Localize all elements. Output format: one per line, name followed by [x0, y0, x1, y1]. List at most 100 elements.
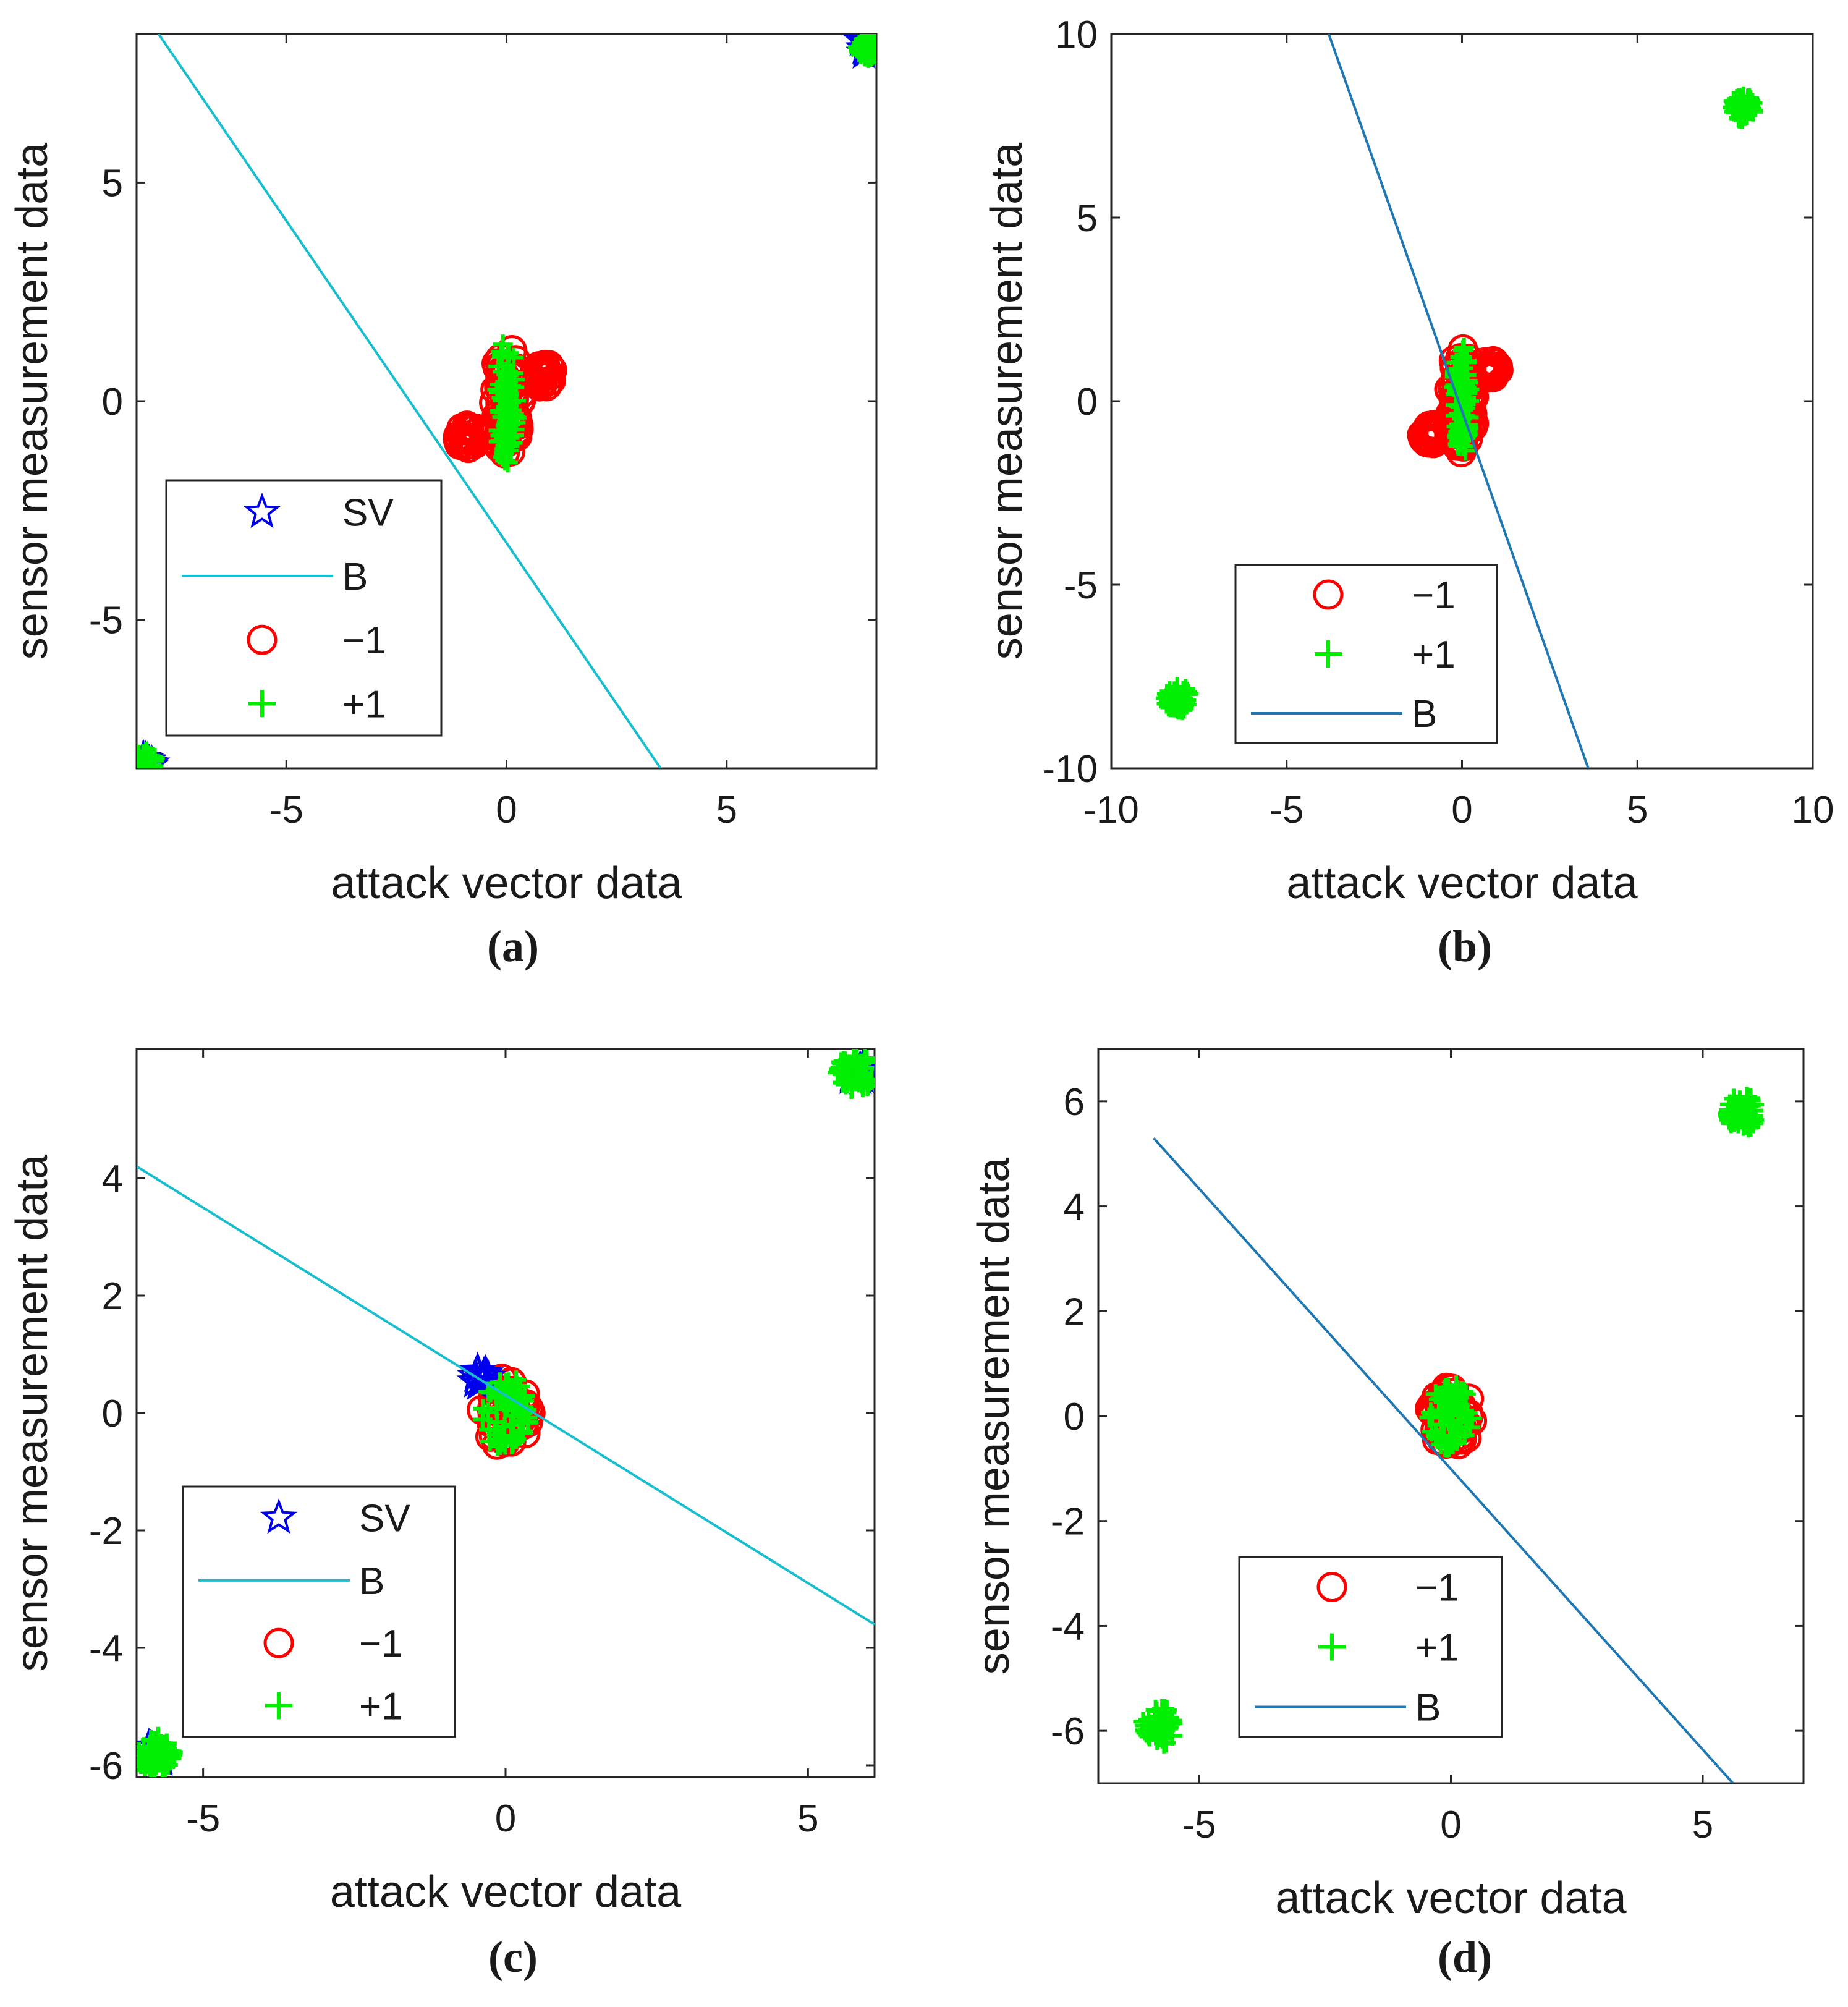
class-pos-point — [857, 34, 876, 51]
legend-label: +1 — [1415, 1627, 1459, 1670]
class-pos-point — [488, 356, 509, 376]
y-tick-label: 5 — [102, 162, 123, 205]
y-tick-label: 0 — [1077, 381, 1098, 423]
class-neg-point — [520, 355, 551, 386]
legend: −1 +1 B — [1238, 1556, 1503, 1738]
class-pos-point — [1422, 1422, 1442, 1442]
x-tick-label: 10 — [1792, 789, 1834, 831]
legend-box — [182, 1485, 456, 1738]
y-axis-label: sensor measurement data — [7, 1154, 57, 1671]
x-tick-label: -5 — [1269, 789, 1303, 831]
x-tick-label: -10 — [1083, 789, 1139, 831]
class-neg-point — [1471, 362, 1502, 393]
x-tick-label: 5 — [716, 789, 737, 831]
x-tick-label: 5 — [1627, 789, 1648, 831]
class-pos-point — [137, 754, 153, 768]
class-pos-point — [156, 1733, 177, 1754]
class-pos-point — [501, 392, 522, 412]
class-pos-point — [1456, 1384, 1476, 1404]
class-pos-point — [504, 370, 525, 390]
class-pos-point — [480, 1431, 500, 1451]
class-pos-point — [137, 1746, 150, 1766]
class-pos-point — [1435, 1437, 1456, 1458]
class-pos-point — [478, 1402, 498, 1423]
class-pos-point — [1452, 340, 1473, 360]
x-axis-label: attack vector data — [1286, 859, 1638, 908]
data-layer — [1156, 34, 1763, 768]
y-tick-label: 6 — [1064, 1081, 1085, 1124]
legend-label: −1 — [1412, 574, 1456, 617]
legend-circle-icon — [247, 624, 278, 655]
y-tick-label: -6 — [89, 1745, 123, 1788]
x-axis-label: attack vector data — [331, 859, 682, 908]
y-tick-label: 2 — [102, 1275, 123, 1318]
legend-label: SV — [342, 492, 394, 535]
legend-label: B — [1412, 693, 1437, 736]
class-pos-point — [504, 1429, 525, 1449]
x-tick-label: -5 — [1182, 1804, 1216, 1846]
y-tick-label: 0 — [1064, 1396, 1085, 1438]
decision-boundary-line — [1327, 34, 1590, 768]
class-pos-point — [1725, 99, 1745, 119]
class-pos-point — [498, 452, 518, 473]
panel-c: -5 0 5 -6 -4 -2 0 2 4 attack vector data sensor me… — [7, 1048, 876, 1982]
legend-label: B — [1415, 1687, 1441, 1729]
legend-plus-icon — [1315, 640, 1342, 668]
class-neg-point — [531, 371, 562, 402]
class-neg-point — [533, 350, 564, 381]
class-pos-point — [1726, 1107, 1747, 1127]
y-tick-label: 4 — [1064, 1186, 1085, 1229]
class-pos-point — [1737, 1087, 1757, 1107]
y-tick-label: 4 — [102, 1158, 123, 1200]
y-tick-label: -2 — [89, 1510, 123, 1553]
y-axis-label: sensor measurement data — [982, 142, 1032, 660]
legend-label: B — [342, 556, 368, 598]
class-neg-point — [1407, 420, 1438, 451]
y-tick-label: 10 — [1055, 14, 1098, 56]
panel-caption: (a) — [487, 922, 539, 971]
class-pos-point — [1450, 1425, 1470, 1445]
class-pos-point — [858, 1075, 875, 1095]
class-pos-point — [1455, 375, 1475, 396]
class-pos-point — [1739, 88, 1760, 108]
y-tick-label: -6 — [1051, 1710, 1085, 1753]
y-axis-label: sensor measurement data — [7, 142, 57, 660]
legend-box — [165, 479, 443, 737]
class-pos-point — [1739, 1118, 1759, 1138]
legend-star-icon — [260, 1498, 298, 1534]
data-layer — [1133, 1087, 1765, 1783]
legend-label: SV — [359, 1498, 410, 1540]
class-pos-point — [1166, 695, 1187, 715]
class-pos-point — [1156, 688, 1176, 708]
class-pos-point — [497, 426, 517, 447]
y-axis-label: sensor measurement data — [969, 1157, 1019, 1674]
class-pos-point — [137, 1756, 155, 1776]
class-pos-point — [1158, 1712, 1178, 1733]
y-tick-label: 2 — [1064, 1291, 1085, 1333]
class-pos-point — [1135, 1720, 1155, 1741]
y-tick-label: -4 — [89, 1627, 123, 1670]
legend-plus-icon — [265, 1692, 292, 1720]
legend-box — [1234, 564, 1498, 744]
x-tick-label: 0 — [1440, 1804, 1461, 1846]
panel-caption: (d) — [1438, 1932, 1492, 1982]
class-pos-point — [1457, 1402, 1478, 1423]
panel-caption: (c) — [488, 1932, 538, 1982]
legend-label: +1 — [359, 1685, 403, 1728]
legend: SV B −1 +1 — [182, 1485, 456, 1738]
legend: SV B −1 +1 — [165, 479, 443, 737]
support-vector-point — [459, 1354, 496, 1390]
x-tick-label: 0 — [495, 1797, 516, 1840]
legend-label: −1 — [359, 1623, 403, 1665]
class-pos-point — [1419, 1407, 1439, 1428]
class-pos-point — [853, 35, 873, 56]
data-layer — [137, 34, 876, 768]
decision-boundary-line — [1153, 1137, 1734, 1783]
legend-label: −1 — [342, 619, 386, 662]
panel-caption: (b) — [1438, 922, 1492, 971]
legend-circle-icon — [1313, 579, 1344, 610]
legend-label: B — [359, 1560, 384, 1603]
y-tick-label: 5 — [1077, 197, 1098, 240]
legend-plus-icon — [248, 690, 276, 718]
class-pos-point — [835, 1051, 855, 1072]
